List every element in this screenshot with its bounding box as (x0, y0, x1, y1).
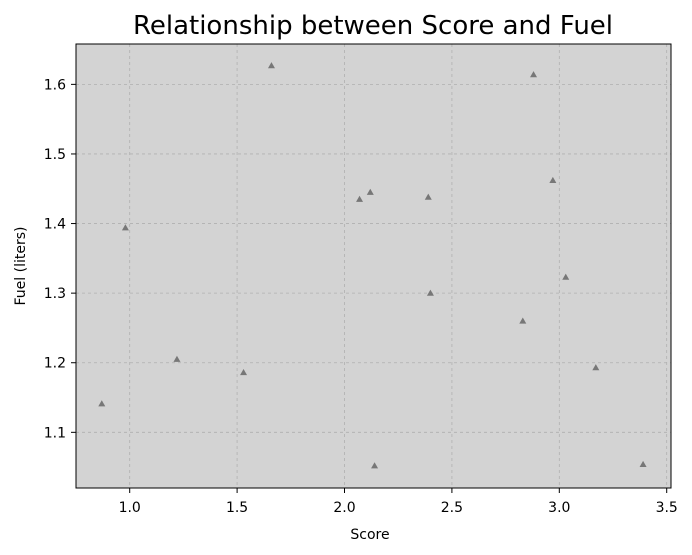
plot-area (76, 44, 671, 488)
y-tick-label: 1.4 (44, 217, 66, 233)
chart-title: Relationship between Score and Fuel (133, 11, 613, 41)
data-point-marker (366, 188, 374, 195)
data-point-marker (121, 224, 129, 231)
y-tick-label: 1.6 (44, 77, 66, 93)
grid-lines (76, 44, 671, 488)
y-axis-ticks: 1.1 1.2 1.3 1.4 1.5 1.6 (44, 77, 76, 441)
data-point-marker (562, 273, 570, 280)
data-point-marker (267, 62, 275, 69)
y-tick-label: 1.3 (44, 286, 66, 302)
x-tick-label: 3.0 (548, 500, 570, 516)
x-tick-label: 3.5 (656, 500, 678, 516)
data-point-marker (519, 317, 527, 324)
y-tick-label: 1.1 (44, 425, 66, 441)
x-axis-label: Score (350, 527, 389, 543)
data-point-marker (98, 400, 106, 407)
data-point-marker (592, 364, 600, 371)
y-tick-label: 1.2 (44, 356, 66, 372)
x-axis-ticks: 1.0 1.5 2.0 2.5 3.0 3.5 (119, 488, 678, 516)
data-point-marker (240, 368, 248, 376)
data-point-marker (173, 355, 181, 362)
x-tick-label: 2.0 (333, 500, 355, 516)
x-tick-label: 1.5 (226, 500, 248, 516)
data-point-marker (371, 462, 379, 469)
x-tick-label: 2.5 (441, 500, 463, 516)
data-points (98, 62, 647, 469)
data-point-marker (356, 195, 364, 202)
y-axis-label: Fuel (liters) (13, 227, 29, 306)
plot-frame (75, 43, 672, 489)
data-point-marker (549, 176, 557, 184)
y-tick-label: 1.5 (44, 147, 66, 163)
x-tick-label: 1.0 (119, 500, 141, 516)
data-point-marker (639, 460, 647, 467)
data-point-marker (426, 289, 434, 296)
data-point-marker (530, 71, 538, 78)
data-point-marker (424, 193, 432, 200)
